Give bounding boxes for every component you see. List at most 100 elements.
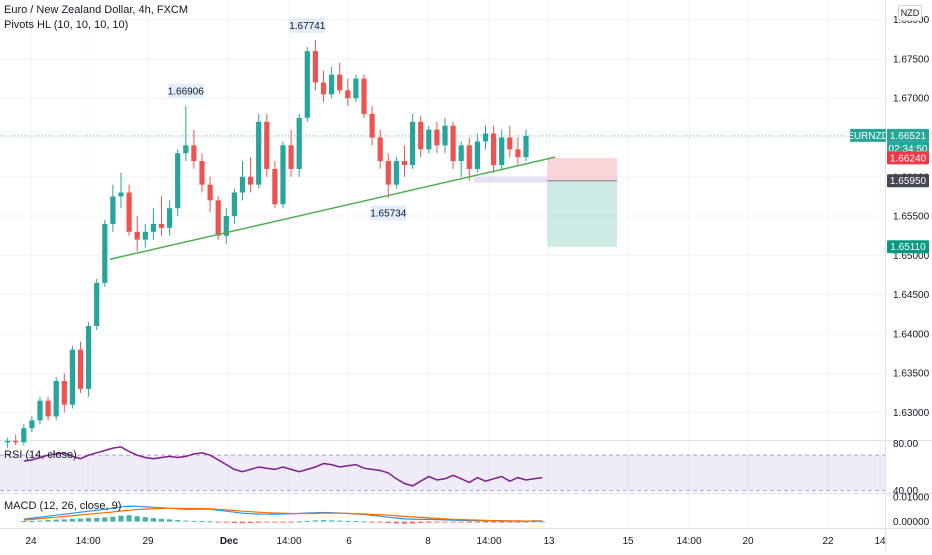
- macd-histogram-bar: [450, 521, 456, 523]
- candle-body: [304, 51, 310, 118]
- macd-histogram-bar: [191, 520, 197, 522]
- candle-body: [69, 349, 75, 405]
- macd-title[interactable]: MACD (12, 26, close, 9): [4, 500, 122, 512]
- candle-body: [320, 82, 327, 95]
- candle-body: [361, 78, 367, 114]
- stop-price-badge: 1.66240: [890, 153, 927, 164]
- macd-histogram-bar: [474, 521, 480, 523]
- macd-histogram-bar: [377, 521, 383, 523]
- candle-body: [86, 326, 92, 389]
- candle-body: [167, 208, 173, 228]
- candle-body: [482, 133, 489, 142]
- macd-histogram-bar: [320, 520, 327, 522]
- symbol-title[interactable]: Euro / New Zealand Dollar, 4h, FXCM: [4, 4, 189, 16]
- candle-body: [158, 223, 165, 228]
- candle-body: [458, 145, 464, 162]
- candle-body: [61, 381, 67, 405]
- macd-histogram-bar: [393, 521, 399, 524]
- candle-body: [94, 282, 100, 327]
- macd-histogram-bar: [94, 517, 100, 522]
- price-tick-label: 1.63500: [893, 369, 930, 380]
- macd-histogram-bar: [482, 521, 489, 523]
- candle-body: [126, 192, 132, 232]
- pivot-label-box: [167, 83, 204, 99]
- macd-histogram-bar: [304, 520, 310, 522]
- macd-histogram-bar: [515, 521, 521, 523]
- currency-label[interactable]: NZD: [898, 5, 922, 21]
- candle-body: [142, 231, 148, 240]
- rsi-band: [0, 455, 885, 491]
- macd-histogram-bar: [418, 521, 424, 524]
- time-tick-label: 14:00: [75, 536, 100, 547]
- candle-body: [401, 161, 408, 165]
- pivot-label-text: 1.66906: [168, 87, 205, 98]
- macd-histogram-bar: [272, 521, 278, 523]
- candle-body: [393, 161, 399, 185]
- candle-body: [385, 161, 391, 185]
- candle-body: [410, 121, 416, 165]
- rsi-title[interactable]: RSI (14, close): [4, 449, 77, 461]
- macd-histogram-bar: [442, 521, 448, 523]
- time-axis: 24 14:00 29 Dec 14:00 6 8 14:00 13 15 14:00 20 22 14: [25, 536, 886, 547]
- macd-histogram-bar: [207, 521, 213, 523]
- macd-histogram-bar: [329, 520, 335, 522]
- macd-histogram-bar: [523, 521, 529, 523]
- candle-body: [77, 349, 84, 389]
- candle-body: [191, 145, 197, 162]
- candle-body: [183, 145, 189, 154]
- grid: [0, 0, 885, 528]
- candle-body: [215, 200, 221, 236]
- price-tick-label: 1.64000: [893, 329, 930, 340]
- target-zone: [547, 180, 618, 247]
- candle-body: [53, 381, 59, 417]
- macd-histogram-bar: [199, 521, 205, 523]
- countdown-badge: 02:34:50: [889, 144, 928, 155]
- time-tick-label: 6: [346, 536, 352, 547]
- indicator-title[interactable]: Pivots HL (10, 10, 10, 10): [4, 19, 129, 31]
- macd-histogram-bar: [223, 521, 229, 523]
- candle-body: [102, 223, 108, 283]
- candle-body: [280, 145, 286, 205]
- macd-pane: [21, 505, 545, 524]
- macd-histogram-bar: [158, 518, 165, 522]
- macd-tick-label: 0.01000: [893, 492, 930, 503]
- macd-histogram-bar: [126, 515, 132, 522]
- candle-body: [256, 121, 262, 185]
- pivot-label-text: 1.67741: [289, 21, 326, 32]
- candle-body: [353, 78, 359, 99]
- time-tick-label: 22: [822, 536, 834, 547]
- macd-histogram-bar: [53, 519, 59, 522]
- position-tool: [474, 157, 618, 247]
- time-tick-label: 14: [874, 536, 886, 547]
- candle-body: [345, 90, 351, 99]
- candle-body: [337, 74, 343, 91]
- candle-body: [272, 168, 278, 205]
- macd-histogram-bar: [134, 516, 140, 522]
- target-price-badge-bg: [887, 240, 929, 254]
- time-tick-label: Dec: [220, 536, 239, 547]
- macd-histogram-bar: [426, 521, 432, 523]
- macd-histogram-bar: [231, 521, 237, 524]
- macd-histogram-bar: [410, 521, 416, 524]
- macd-histogram-bar: [248, 521, 254, 524]
- candle-body: [207, 184, 213, 201]
- price-tick-label: 1.63000: [893, 408, 930, 419]
- candle-body: [499, 137, 505, 165]
- rsi-tick-label: 40.00: [893, 486, 918, 497]
- candle-body: [426, 129, 432, 150]
- macd-histogram-bar: [215, 521, 221, 523]
- stop-price-badge-bg: [887, 151, 929, 165]
- candle-body: [199, 161, 205, 185]
- time-tick-label: 29: [142, 536, 154, 547]
- macd-histogram-bar: [183, 520, 189, 522]
- candles: [5, 40, 529, 448]
- macd-histogram-bar: [175, 520, 181, 522]
- price-tick-label: 1.67000: [893, 94, 930, 105]
- candle-body: [418, 121, 424, 150]
- macd-histogram-bar: [102, 517, 108, 522]
- candle-body: [329, 74, 335, 95]
- macd-signal-line: [23, 507, 543, 522]
- price-tick-label: 1.67500: [893, 54, 930, 65]
